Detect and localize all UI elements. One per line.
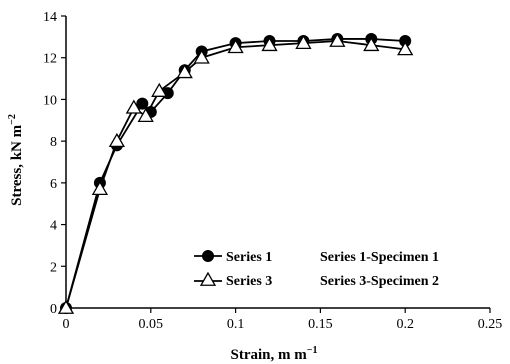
series-1 <box>60 32 412 314</box>
y-tick-label: 12 <box>43 52 57 67</box>
x-tick-label: 0.05 <box>139 317 164 332</box>
legend-label-series-1-specimen-1: Series 1-Specimen 1 <box>320 250 439 265</box>
data-point <box>136 97 149 110</box>
legend: Series 1 Series 3 Series 1-Specimen 1 Se… <box>194 250 439 289</box>
data-point <box>57 299 75 314</box>
series-3 <box>57 32 414 314</box>
series-line <box>65 40 406 309</box>
data-point <box>295 34 312 50</box>
data-point <box>193 49 210 64</box>
y-tick-label: 0 <box>50 302 57 317</box>
x-tick-label: 0.1 <box>227 317 245 332</box>
legend-marker-triangle <box>199 271 217 286</box>
data-point <box>91 180 109 196</box>
legend-series-3-sample <box>194 271 222 286</box>
y-axis: 0 2 4 6 8 10 12 14 <box>43 10 67 317</box>
series-line <box>65 38 406 309</box>
x-axis: 0 0.05 0.1 0.15 0.2 0.25 <box>63 307 503 332</box>
y-tick-label: 8 <box>50 135 57 150</box>
y-tick-label: 14 <box>43 10 57 25</box>
y-axis-title: Stress, kN m−2 <box>7 114 25 206</box>
legend-marker-circle <box>202 250 214 262</box>
x-tick-label: 0.2 <box>396 317 414 332</box>
x-axis-title: Strain, m m−1 <box>231 345 318 363</box>
legend-label-series-3-specimen-2: Series 3-Specimen 2 <box>320 274 439 289</box>
x-tick-label: 0.25 <box>478 317 503 332</box>
data-point <box>125 99 142 114</box>
y-tick-label: 10 <box>43 93 57 108</box>
legend-label-series-1: Series 1 <box>226 250 272 265</box>
y-tick-label: 2 <box>50 260 57 275</box>
x-tick-label: 0.15 <box>308 317 333 332</box>
y-tick-label: 6 <box>50 177 57 192</box>
y-tick-label: 4 <box>50 219 57 234</box>
data-point <box>397 41 414 56</box>
legend-label-series-3: Series 3 <box>226 274 272 289</box>
x-tick-label: 0 <box>63 317 70 332</box>
data-point <box>108 132 126 148</box>
data-point <box>227 38 244 54</box>
data-point <box>363 36 380 52</box>
data-point <box>151 82 168 97</box>
legend-series-1-sample <box>194 250 222 262</box>
plot-series <box>57 32 414 314</box>
data-point <box>329 32 346 47</box>
data-point <box>261 36 278 52</box>
data-point <box>176 64 193 79</box>
data-point <box>137 107 154 123</box>
